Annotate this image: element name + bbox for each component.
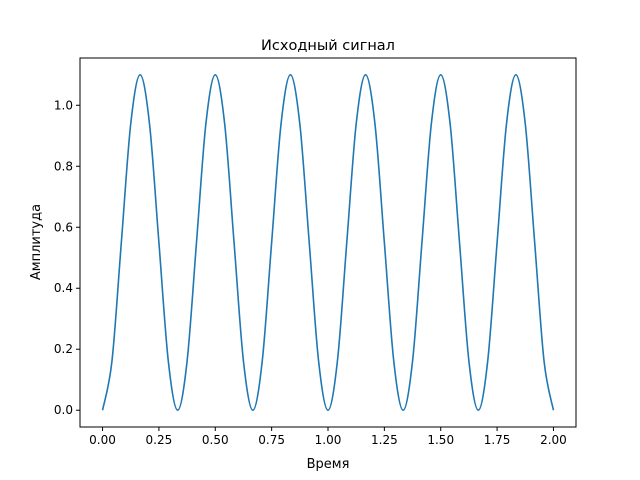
y-tick-label: 0.2 xyxy=(54,342,73,356)
x-tick-label: 1.25 xyxy=(371,433,398,447)
y-tick-label: 0.4 xyxy=(54,281,73,295)
x-tick-label: 2.00 xyxy=(540,433,567,447)
series-line-0 xyxy=(101,73,555,412)
y-tick-label: 0.6 xyxy=(54,220,73,234)
x-tick-label: 0.25 xyxy=(146,433,173,447)
y-tick-label: 1.0 xyxy=(54,98,73,112)
chart-title: Исходный сигнал xyxy=(261,38,395,54)
x-tick-label: 0.50 xyxy=(202,433,229,447)
y-axis-label: Амплитуда xyxy=(29,204,44,280)
x-tick-label: 1.75 xyxy=(484,433,511,447)
x-tick-label: 0.00 xyxy=(89,433,116,447)
x-tick-label: 0.75 xyxy=(258,433,285,447)
x-tick-label: 1.50 xyxy=(427,433,454,447)
x-tick-label: 1.00 xyxy=(315,433,342,447)
y-axis-ticks: 0.0 0.2 0.4 0.6 0.8 1.0 xyxy=(54,98,80,417)
x-axis-label: Время xyxy=(307,457,350,472)
y-tick-label: 0.8 xyxy=(54,159,73,173)
y-tick-label: 0.0 xyxy=(54,403,73,417)
x-axis-ticks: 0.00 0.25 0.50 0.75 1.00 1.25 1.50 1.75 2.00 xyxy=(89,427,567,447)
series-layer xyxy=(101,73,555,412)
